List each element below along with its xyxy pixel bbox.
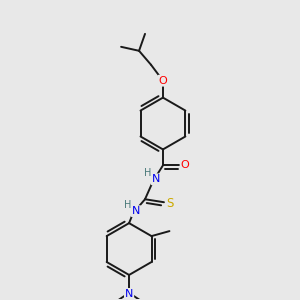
- Text: N: N: [132, 206, 140, 216]
- Text: H: H: [144, 168, 152, 178]
- Text: N: N: [152, 174, 160, 184]
- Text: H: H: [124, 200, 132, 210]
- Text: O: O: [159, 76, 167, 86]
- Text: S: S: [166, 197, 174, 210]
- Text: N: N: [125, 289, 133, 299]
- Text: O: O: [181, 160, 189, 170]
